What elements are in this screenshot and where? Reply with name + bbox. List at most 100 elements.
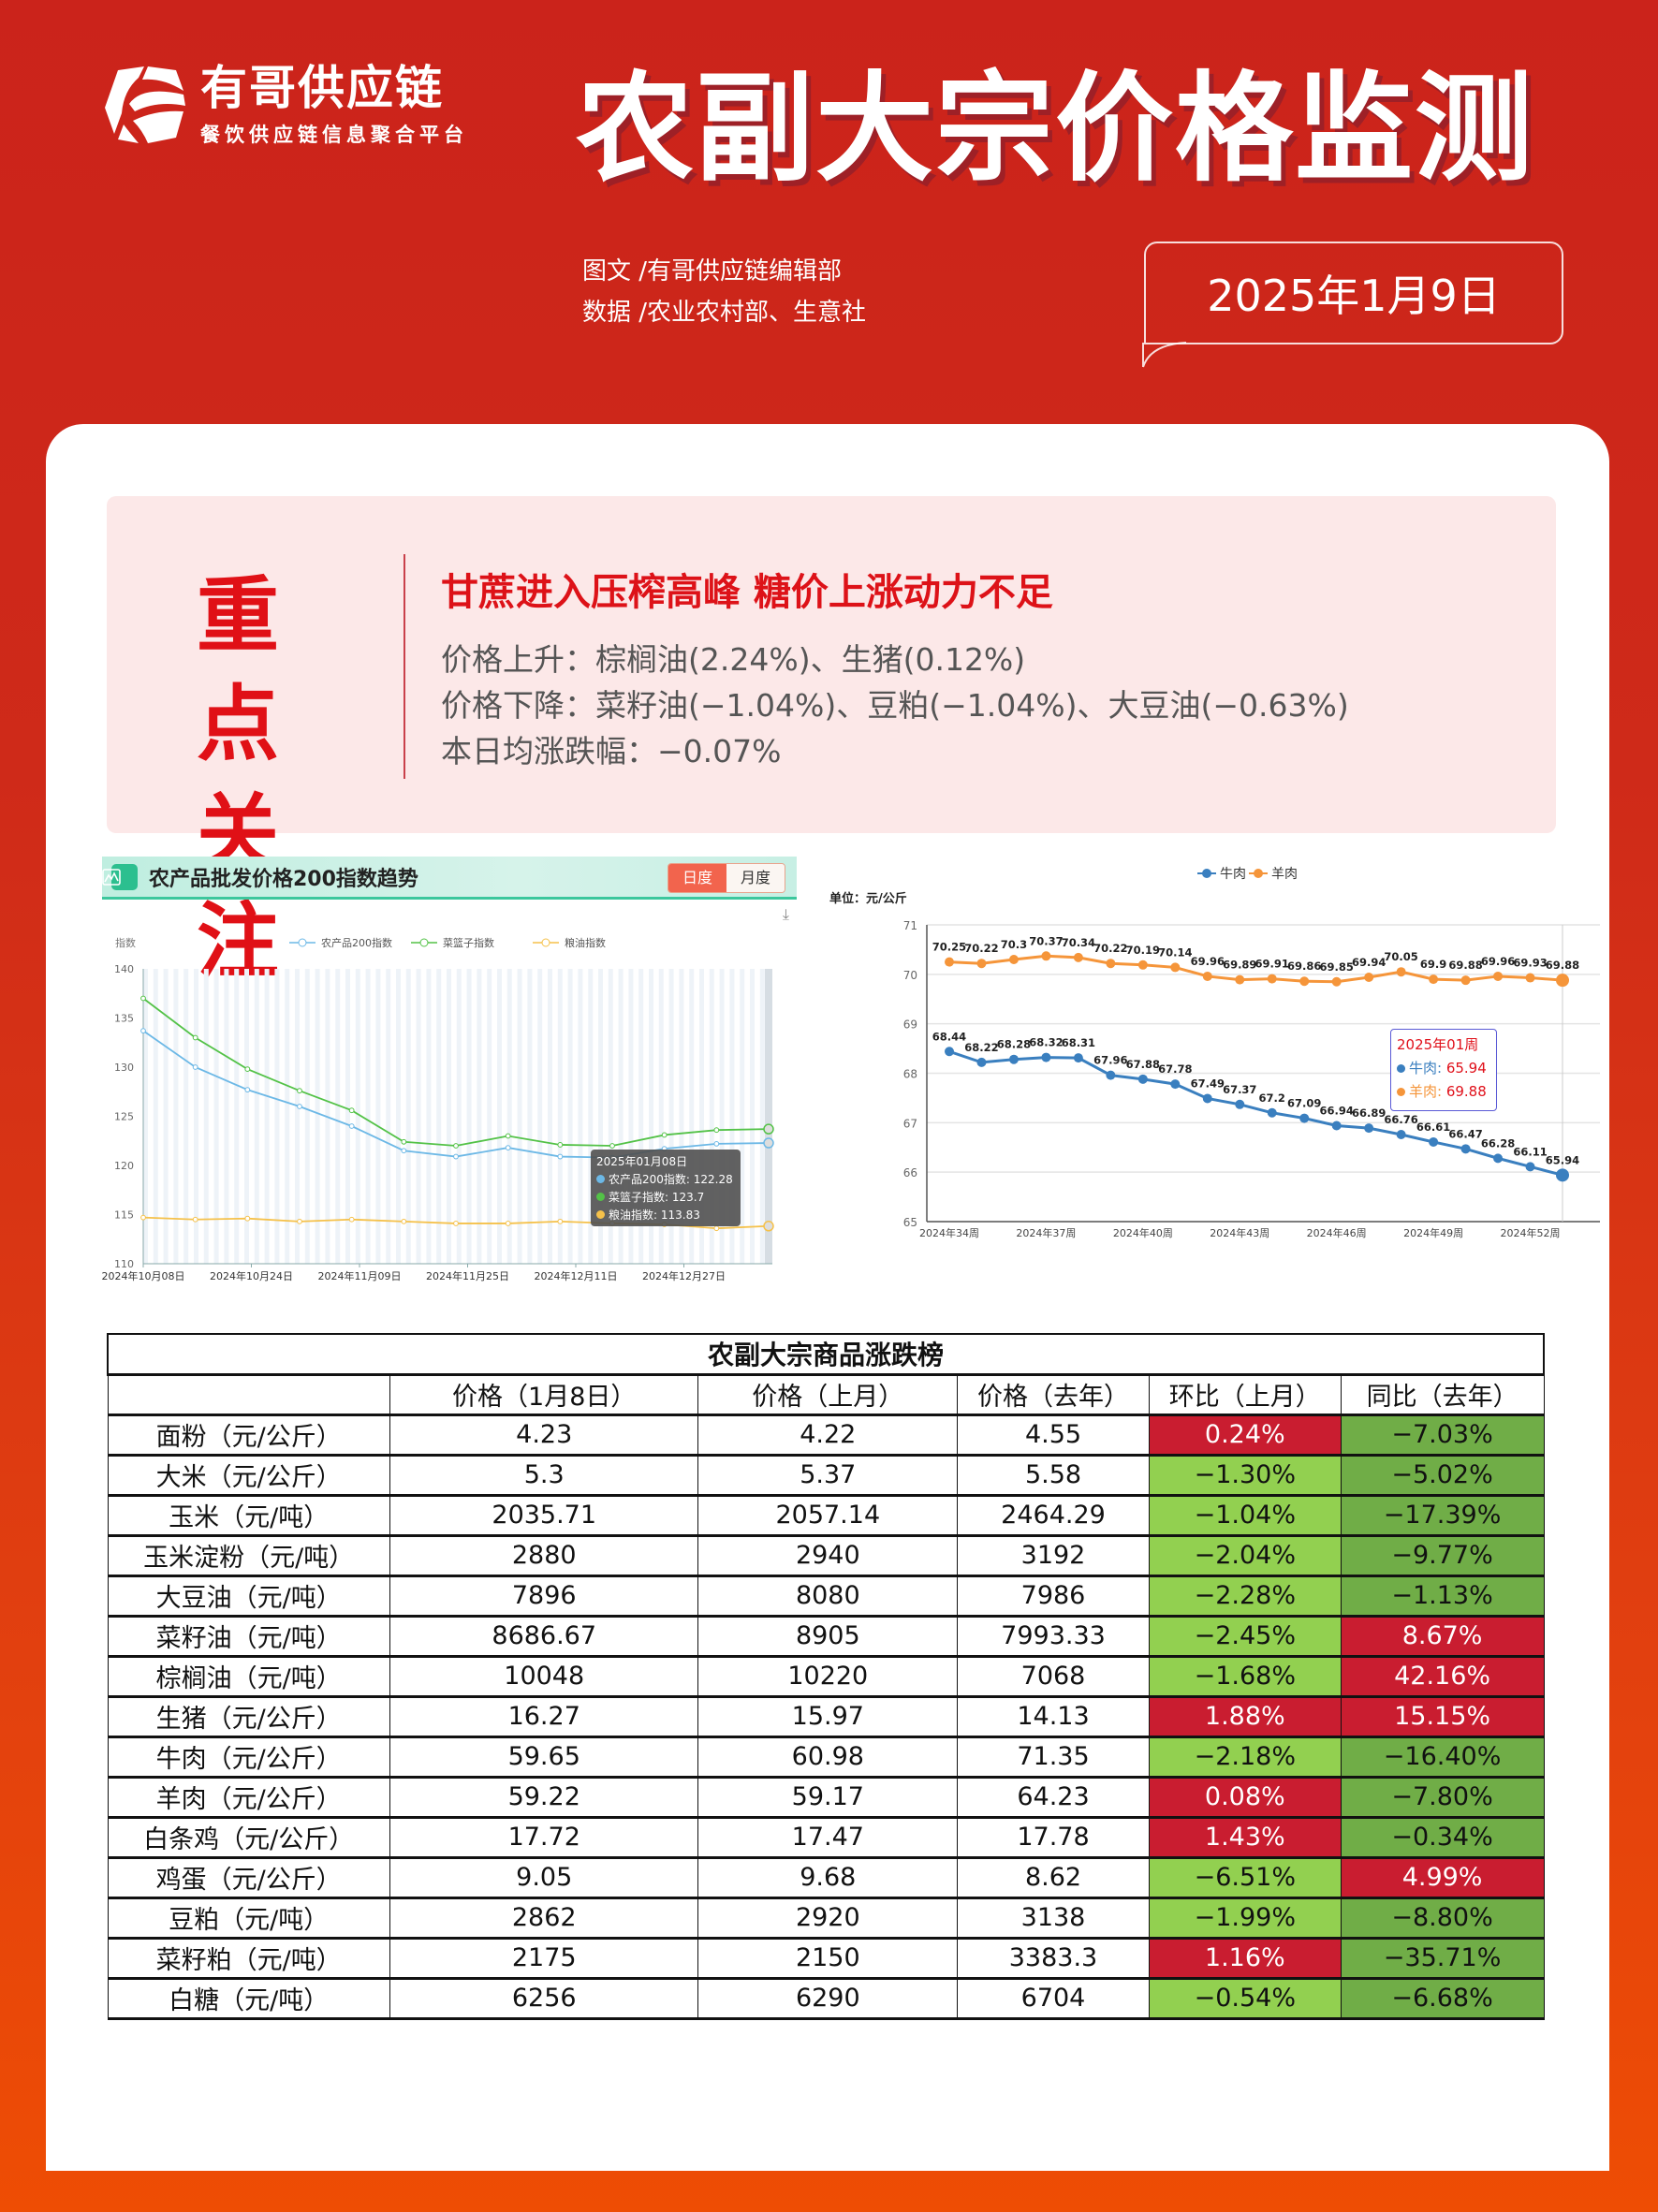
svg-text:115: 115 — [114, 1209, 134, 1222]
svg-text:68.31: 68.31 — [1062, 1036, 1095, 1049]
yoy-change: −35.71% — [1340, 1937, 1545, 1979]
mom-change: 0.24% — [1148, 1414, 1342, 1456]
tooltip-week: 2025年01周 — [1397, 1036, 1479, 1053]
price-current: 2035.71 — [389, 1494, 699, 1536]
focus-badge-line1: 重点 — [196, 567, 279, 772]
commodity-name: 玉米淀粉（元/吨） — [107, 1534, 390, 1576]
table-row: 棕榈油（元/吨） 10048 10220 7068 −1.68% 42.16% — [107, 1655, 1545, 1697]
mom-change: −1.99% — [1148, 1897, 1342, 1939]
download-icon[interactable]: ⤓ — [782, 905, 789, 923]
svg-text:140: 140 — [114, 963, 134, 975]
commodity-name: 羊肉（元/公斤） — [107, 1776, 390, 1818]
commodity-name: 大米（元/公斤） — [107, 1454, 390, 1496]
svg-text:67.37: 67.37 — [1223, 1083, 1256, 1096]
svg-text:2024年10月24日: 2024年10月24日 — [210, 1269, 293, 1282]
toggle-daily[interactable]: 日度 — [668, 864, 726, 892]
price-last-year: 7068 — [957, 1655, 1150, 1697]
table-row: 面粉（元/公斤） 4.23 4.22 4.55 0.24% −7.03% — [107, 1414, 1545, 1456]
commodity-name: 生猪（元/公斤） — [107, 1695, 390, 1737]
svg-text:2024年10月08日: 2024年10月08日 — [102, 1269, 185, 1282]
svg-text:71: 71 — [903, 919, 917, 932]
svg-text:粮油指数: 粮油指数 — [565, 936, 606, 949]
price-current: 8686.67 — [389, 1615, 699, 1657]
commodity-name: 豆粕（元/吨） — [107, 1897, 390, 1939]
mom-change: −2.28% — [1148, 1575, 1342, 1617]
svg-text:130: 130 — [114, 1062, 134, 1074]
tooltip-lamb-row: 羊肉: 69.88 — [1397, 1080, 1490, 1104]
yoy-change: 15.15% — [1340, 1695, 1545, 1737]
tooltip-value-basket: 菜篮子指数: 123.7 — [609, 1191, 705, 1204]
period-toggle[interactable]: 日度 月度 — [668, 863, 785, 893]
index-chart-plot: 农产品200指数 菜篮子指数 粮油指数 指数 110 115 120 125 130 135 140… — [102, 936, 774, 1282]
svg-text:68.28: 68.28 — [997, 1038, 1031, 1051]
credits: 图文 /有哥供应链编辑部 数据 /农业农村部、生意社 — [582, 251, 866, 333]
price-last-month: 8080 — [697, 1575, 959, 1617]
svg-text:110: 110 — [114, 1258, 134, 1270]
commodity-name: 玉米（元/吨） — [107, 1494, 390, 1536]
svg-text:农产品200指数: 农产品200指数 — [321, 936, 392, 949]
commodity-name: 菜籽油（元/吨） — [107, 1615, 390, 1657]
toggle-monthly[interactable]: 月度 — [726, 864, 785, 892]
yoy-change: −5.02% — [1340, 1454, 1545, 1496]
tooltip-beef-label: 牛肉: — [1409, 1060, 1446, 1077]
commodity-name: 白糖（元/吨） — [107, 1977, 390, 2019]
price-last-month: 10220 — [697, 1655, 959, 1697]
mom-change: −0.54% — [1148, 1977, 1342, 2019]
svg-text:69.89: 69.89 — [1223, 959, 1256, 972]
price-last-year: 2464.29 — [957, 1494, 1150, 1536]
svg-text:70.25: 70.25 — [932, 941, 966, 954]
tooltip-lamb-value: 69.88 — [1445, 1083, 1487, 1100]
mom-change: 1.16% — [1148, 1937, 1342, 1979]
mom-change: 0.08% — [1148, 1776, 1342, 1818]
chart-area-icon — [102, 863, 138, 890]
yoy-change: −16.40% — [1340, 1736, 1545, 1778]
tooltip-row-grain: 粮油指数: 113.83 — [596, 1207, 735, 1224]
price-last-month: 59.17 — [697, 1776, 959, 1818]
mom-change: −6.51% — [1148, 1856, 1342, 1898]
svg-text:69.88: 69.88 — [1448, 959, 1482, 972]
svg-text:单位：元/公斤: 单位：元/公斤 — [829, 891, 907, 906]
svg-text:69.94: 69.94 — [1352, 956, 1386, 969]
svg-text:69.96: 69.96 — [1191, 955, 1225, 968]
price-current: 2880 — [389, 1534, 699, 1576]
svg-text:67: 67 — [903, 1117, 917, 1130]
price-last-month: 5.37 — [697, 1454, 959, 1496]
svg-text:69.88: 69.88 — [1546, 959, 1579, 972]
price-last-year: 3138 — [957, 1897, 1150, 1939]
price-last-year: 3383.3 — [957, 1937, 1150, 1979]
yoy-change: −6.68% — [1340, 1977, 1545, 2019]
logo-name: 有哥供应链 — [200, 61, 444, 115]
commodity-name: 大豆油（元/吨） — [107, 1575, 390, 1617]
svg-text:66.94: 66.94 — [1319, 1105, 1353, 1118]
yoy-change: 8.67% — [1340, 1615, 1545, 1657]
svg-text:2024年52周: 2024年52周 — [1501, 1226, 1561, 1239]
price-last-year: 14.13 — [957, 1695, 1150, 1737]
mom-change: −1.04% — [1148, 1494, 1342, 1536]
mom-change: −2.04% — [1148, 1534, 1342, 1576]
svg-text:66.61: 66.61 — [1416, 1121, 1450, 1134]
price-current: 17.72 — [389, 1816, 699, 1858]
commodity-name: 菜籽粕（元/吨） — [107, 1937, 390, 1979]
focus-headline: 甘蔗进入压榨高峰 糖价上涨动力不足 — [441, 571, 1053, 614]
svg-text:69.93: 69.93 — [1513, 957, 1547, 970]
page-title: 农副大宗价格监测 — [576, 60, 1534, 198]
speech-tail-icon — [1142, 342, 1187, 368]
price-current: 7896 — [389, 1575, 699, 1617]
mom-change: −2.18% — [1148, 1736, 1342, 1778]
svg-text:67.2: 67.2 — [1259, 1091, 1285, 1105]
svg-text:68.44: 68.44 — [932, 1030, 966, 1043]
column-header: 价格（去年） — [957, 1373, 1150, 1415]
svg-text:66.28: 66.28 — [1481, 1136, 1515, 1150]
svg-text:2024年34周: 2024年34周 — [919, 1226, 979, 1239]
credit-text: 图文 /有哥供应链编辑部 — [582, 257, 843, 286]
svg-text:69.86: 69.86 — [1287, 960, 1321, 973]
svg-text:2024年49周: 2024年49周 — [1403, 1226, 1463, 1239]
svg-text:67.96: 67.96 — [1093, 1054, 1127, 1067]
svg-text:70.22: 70.22 — [964, 942, 998, 955]
commodity-ranking-table: 农副大宗商品涨跌榜 价格（1月8日） 价格（上月） 价格（去年） 环比（上月） 同比（去… — [107, 1333, 1545, 2020]
table-title: 农副大宗商品涨跌榜 — [107, 1333, 1545, 1375]
yoy-change: −0.34% — [1340, 1816, 1545, 1858]
mom-change: −2.45% — [1148, 1615, 1342, 1657]
table-row: 白糖（元/吨） 6256 6290 6704 −0.54% −6.68% — [107, 1977, 1545, 2019]
date-badge: 2025年1月9日 — [1144, 242, 1563, 344]
